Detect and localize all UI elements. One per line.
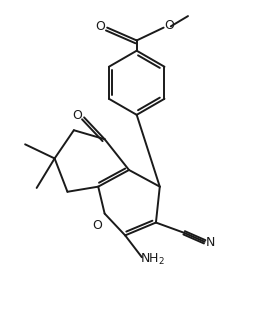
Text: O: O: [164, 19, 174, 32]
Text: NH$_2$: NH$_2$: [140, 252, 165, 267]
Text: O: O: [92, 219, 102, 232]
Text: O: O: [95, 20, 105, 33]
Text: O: O: [72, 109, 82, 122]
Text: N: N: [206, 236, 215, 249]
